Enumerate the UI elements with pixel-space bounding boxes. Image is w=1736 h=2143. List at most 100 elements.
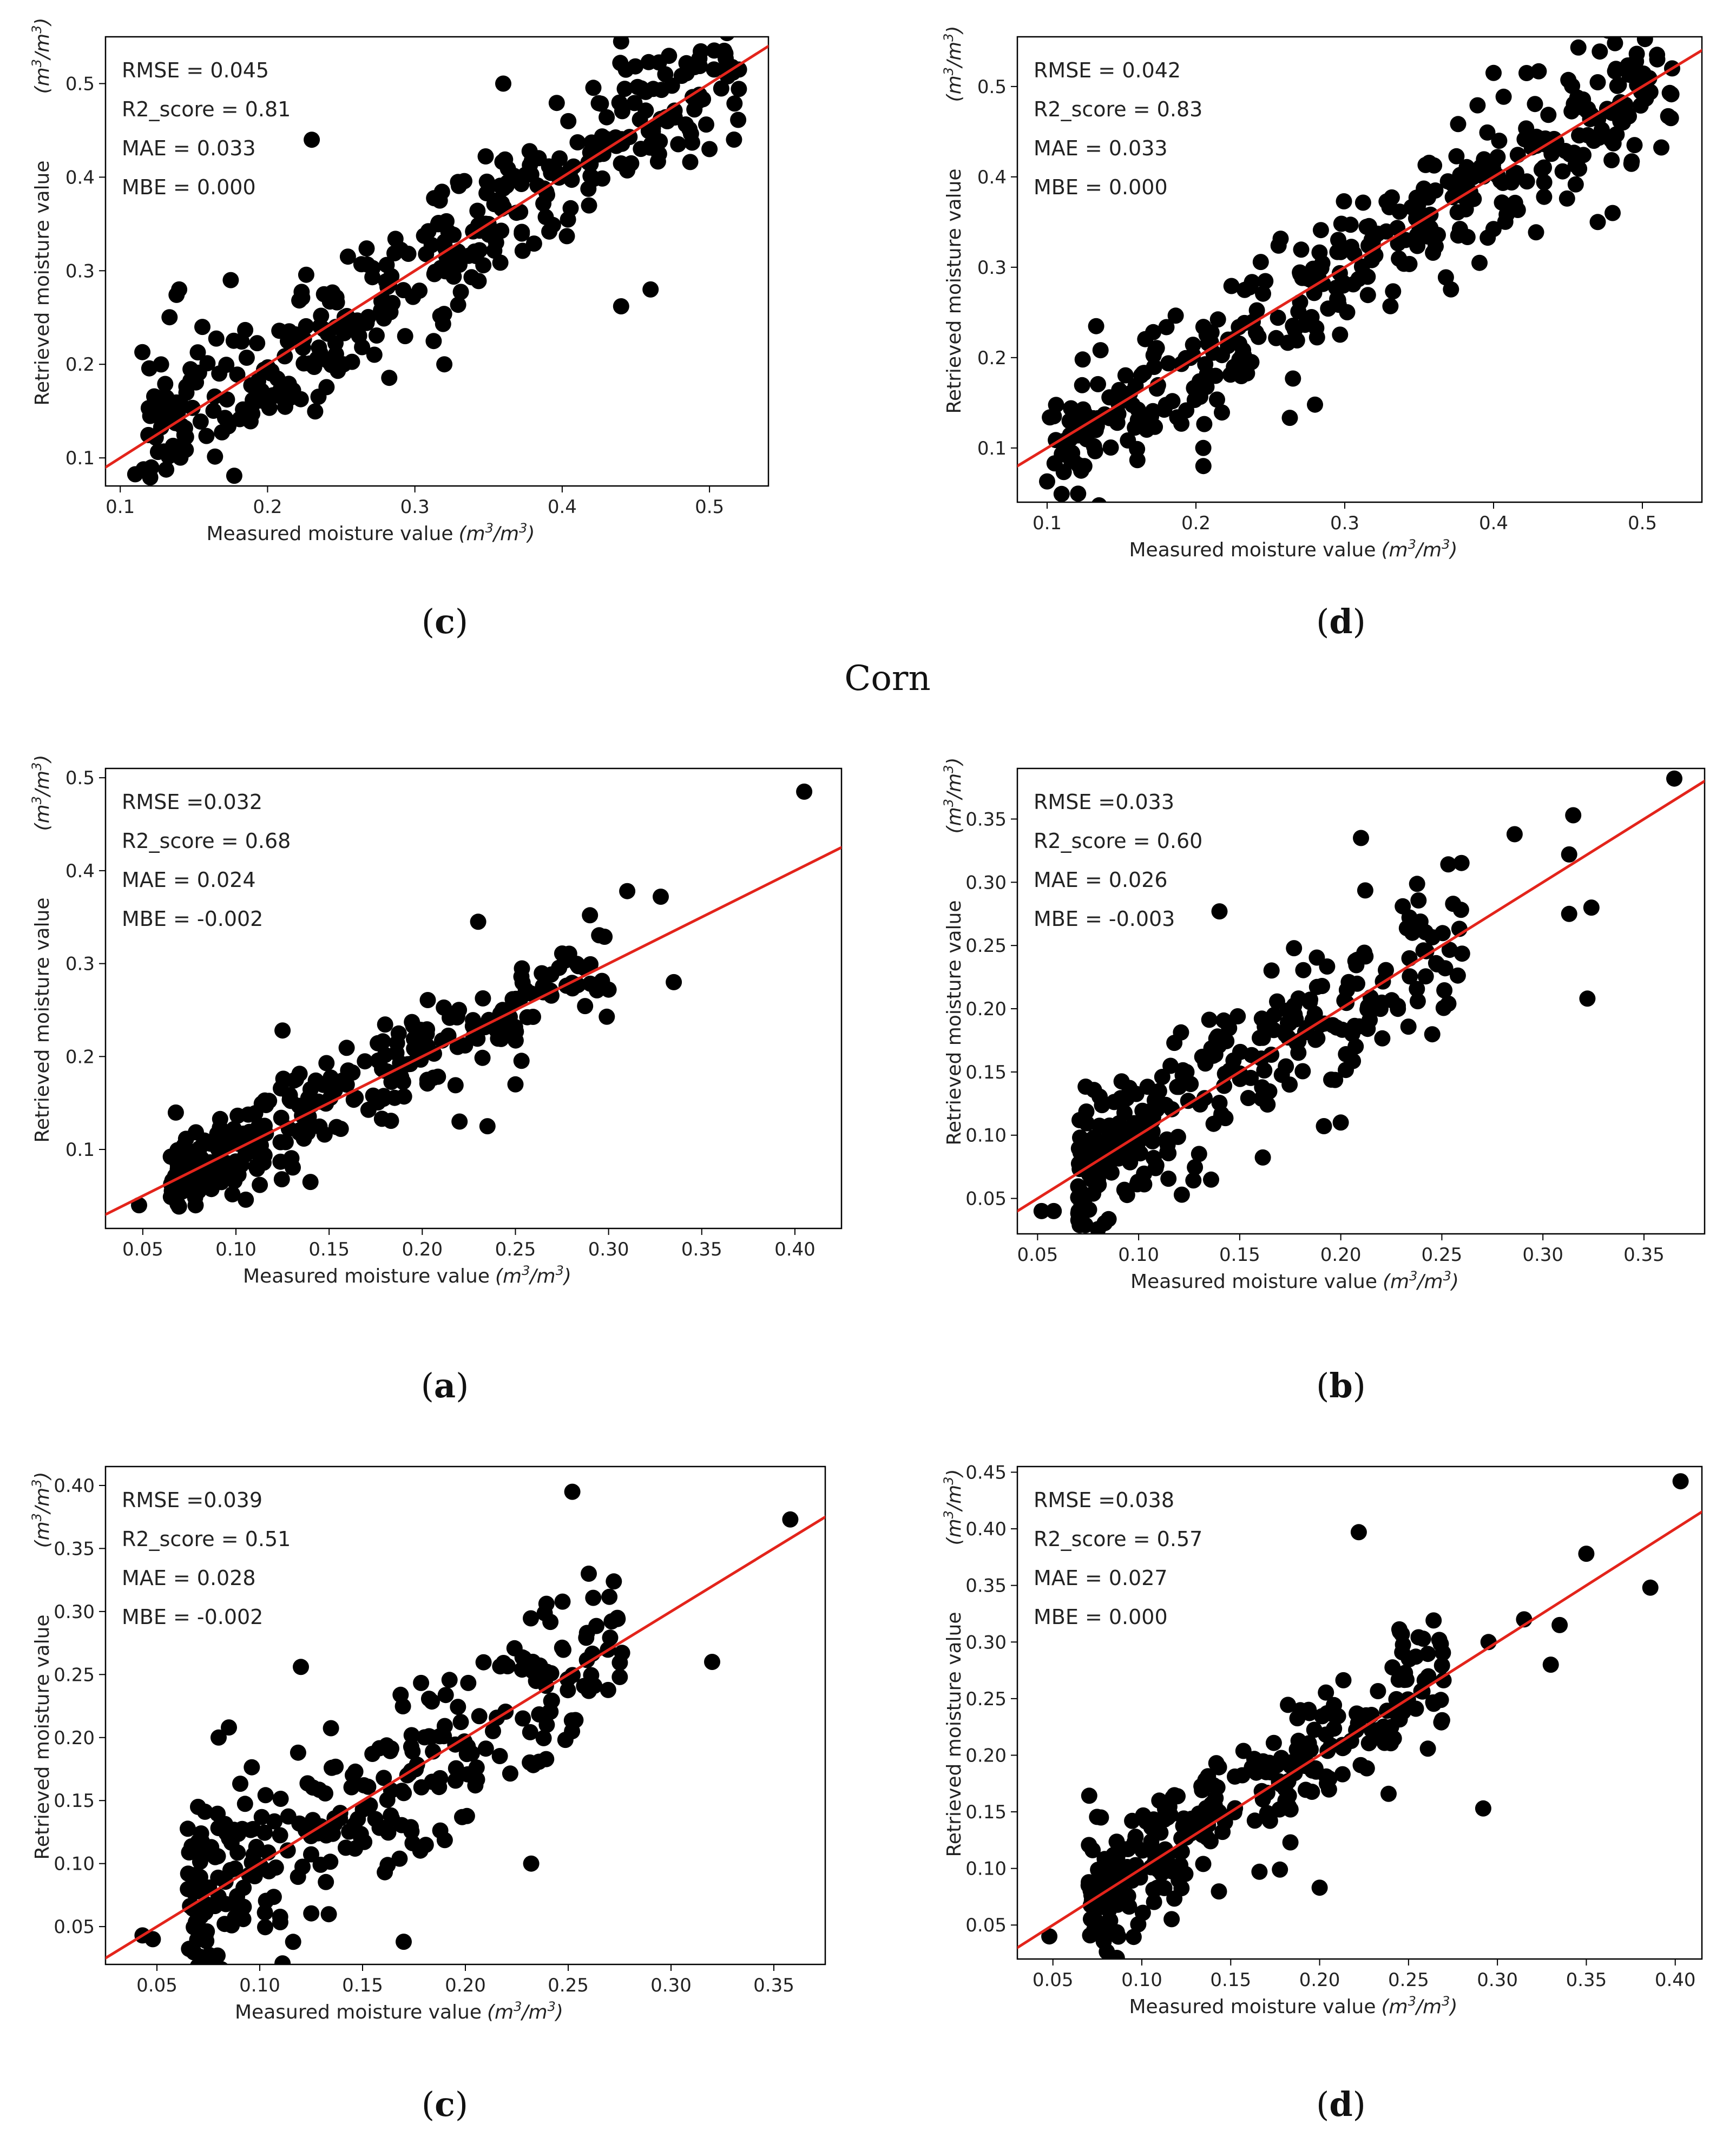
chart-top-c-stat-mae: MAE = 0.033 (122, 136, 256, 160)
chart-top-c-point (219, 391, 235, 408)
chart-top-d-point (1410, 210, 1426, 227)
chart-top-c-point (497, 151, 514, 168)
chart-corn-b-point (1148, 1157, 1165, 1174)
chart-top-c-point (158, 461, 175, 478)
chart-corn-b-point (1390, 997, 1406, 1014)
chart-corn-c-point (485, 1723, 501, 1739)
chart-corn-b-xtick-label: 0.15 (1219, 1244, 1260, 1266)
chart-top-d-point (1444, 175, 1461, 192)
chart-top-c-point (315, 286, 332, 303)
chart-top-c-point (541, 223, 558, 240)
chart-corn-c-ytick-label: 0.15 (54, 1790, 95, 1812)
chart-corn-c-point (609, 1609, 626, 1626)
chart-corn-d-point (1375, 1718, 1392, 1735)
chart-corn-b-caption: (b) (1316, 1366, 1366, 1405)
chart-corn-c-point (274, 1955, 291, 1964)
chart-corn-b-point (1286, 940, 1303, 957)
chart-top-c-point (211, 365, 228, 382)
chart-top-d-point (1270, 310, 1286, 326)
chart-corn-d-point (1088, 1923, 1105, 1940)
chart-corn-c-point (424, 1693, 440, 1710)
chart-top-d-point (1498, 206, 1515, 223)
chart-top-c-point (291, 292, 308, 309)
chart-top-c-point (423, 236, 440, 253)
chart-top-d-point (1653, 139, 1669, 156)
chart-corn-a-point (419, 992, 436, 1008)
chart-corn-d-xlabel: Measured moisture value (1129, 1996, 1376, 2018)
chart-corn-b-point (1216, 1077, 1233, 1094)
chart-top-d-point (1061, 413, 1078, 429)
chart-corn-b-point (1565, 807, 1582, 824)
chart-corn-d-point (1303, 1741, 1319, 1758)
chart-top-c-point (495, 75, 511, 92)
chart-corn-a-xlabel: Measured moisture value (243, 1265, 490, 1287)
chart-corn-b-point (1402, 968, 1418, 985)
chart-top-c-point (581, 197, 597, 214)
chart-top-d-point (1536, 174, 1553, 190)
chart-top-c-point (386, 245, 403, 261)
chart-corn-b-point (1338, 982, 1355, 998)
chart-corn-d-point (1259, 1805, 1275, 1822)
chart-corn-b-point (1454, 945, 1470, 962)
chart-corn-d-ytick-label: 0.45 (965, 1462, 1007, 1483)
chart-corn-c-point (523, 1855, 540, 1872)
chart-top-c-point (492, 254, 509, 271)
chart-top-d-x-unit: (m3/m3) (1382, 537, 1458, 561)
chart-corn-d-point (1211, 1883, 1227, 1900)
chart-corn-d-point (1397, 1665, 1413, 1681)
chart-corn-b-point (1091, 1117, 1108, 1134)
chart-corn-a-xtick-label: 0.35 (681, 1239, 722, 1260)
chart-top-d-point (1533, 161, 1550, 178)
chart-top-d-point (1074, 377, 1090, 393)
chart-corn-d-point (1193, 1778, 1210, 1794)
chart-corn-c-point (345, 1767, 361, 1784)
chart-corn-d-point (1306, 1721, 1323, 1738)
chart-top-c-point (178, 378, 195, 395)
chart-top-d-point (1536, 188, 1553, 205)
chart-top-d-point (1425, 245, 1442, 261)
chart-corn-c-point (323, 1720, 339, 1737)
chart-corn-c-point (391, 1850, 408, 1867)
chart-top-c-point (535, 195, 552, 212)
chart-top-c-point (431, 215, 448, 232)
chart-top-c-point (426, 190, 443, 207)
chart-corn-a-point (189, 1147, 206, 1163)
chart-corn-b-point (1409, 981, 1425, 997)
chart-top-d-point (1527, 96, 1543, 113)
chart-corn-b-ytick-label: 0.30 (965, 872, 1007, 893)
chart-corn-a-point (551, 959, 568, 976)
chart-corn-c-point (230, 1825, 247, 1842)
chart-corn-c-ylabel: Retrieved moisture value (31, 1614, 54, 1859)
chart-top-d-point (1603, 152, 1620, 168)
chart-corn-b-xtick-label: 0.30 (1522, 1244, 1563, 1266)
chart-top-d-point (1129, 452, 1146, 469)
chart-corn-b-x-unit: (m3/m3) (1383, 1268, 1459, 1293)
chart-corn-b-xtick-label: 0.35 (1623, 1244, 1665, 1266)
chart-top-d-stat-r2: R2_score = 0.83 (1034, 97, 1202, 121)
chart-corn-c-point (367, 1811, 384, 1828)
chart-corn-a-point (419, 1021, 436, 1038)
chart-corn-c-point (317, 1785, 333, 1802)
chart-corn-d-point (1169, 1788, 1186, 1805)
chart-top-d-point (1642, 84, 1659, 100)
chart-top-d-caption: (d) (1316, 602, 1366, 641)
chart-top-c-point (594, 128, 610, 145)
chart-corn-c-xtick-label: 0.35 (753, 1975, 794, 1996)
chart-corn-d-point (1551, 1616, 1568, 1633)
chart-corn-b-point (1079, 1115, 1095, 1132)
chart-top-c-point (541, 158, 557, 175)
chart-corn-c-point (404, 1835, 421, 1851)
chart-corn-d-ytick-label: 0.20 (965, 1745, 1007, 1766)
chart-corn-b-point (1187, 1159, 1204, 1175)
chart-corn-c-point (432, 1822, 449, 1839)
chart-corn-d-point (1288, 1741, 1305, 1758)
chart-corn-c-point (431, 1779, 448, 1796)
chart-corn-c-ytick-label: 0.05 (54, 1916, 95, 1938)
chart-corn-c-point (413, 1779, 430, 1796)
chart-corn-b-point (1166, 1035, 1183, 1051)
chart-corn-a-point (318, 1055, 335, 1072)
chart-corn-b-point (1266, 1007, 1283, 1023)
chart-corn-a-xtick-label: 0.40 (774, 1239, 816, 1260)
chart-corn-c-point (564, 1483, 581, 1500)
chart-corn-c-point (471, 1708, 488, 1725)
